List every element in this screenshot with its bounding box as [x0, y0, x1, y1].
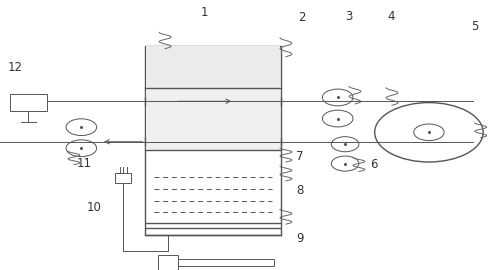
Bar [145, 46, 281, 235]
Bar [10, 94, 47, 111]
Text: 6: 6 [370, 158, 377, 171]
Text: 2: 2 [298, 11, 306, 24]
Text: 10: 10 [86, 201, 101, 214]
Bar [146, 88, 280, 150]
Text: 7: 7 [296, 150, 303, 163]
Text: 1: 1 [201, 6, 209, 19]
Bar [115, 173, 131, 183]
Text: 9: 9 [296, 232, 303, 245]
Text: 5: 5 [471, 21, 478, 33]
Text: 8: 8 [296, 184, 303, 197]
Bar [146, 46, 280, 88]
Text: 11: 11 [76, 157, 91, 170]
Bar [158, 255, 178, 270]
Text: 3: 3 [345, 10, 352, 23]
Text: 12: 12 [7, 61, 22, 74]
Bar [178, 259, 274, 266]
Text: 4: 4 [387, 10, 394, 23]
